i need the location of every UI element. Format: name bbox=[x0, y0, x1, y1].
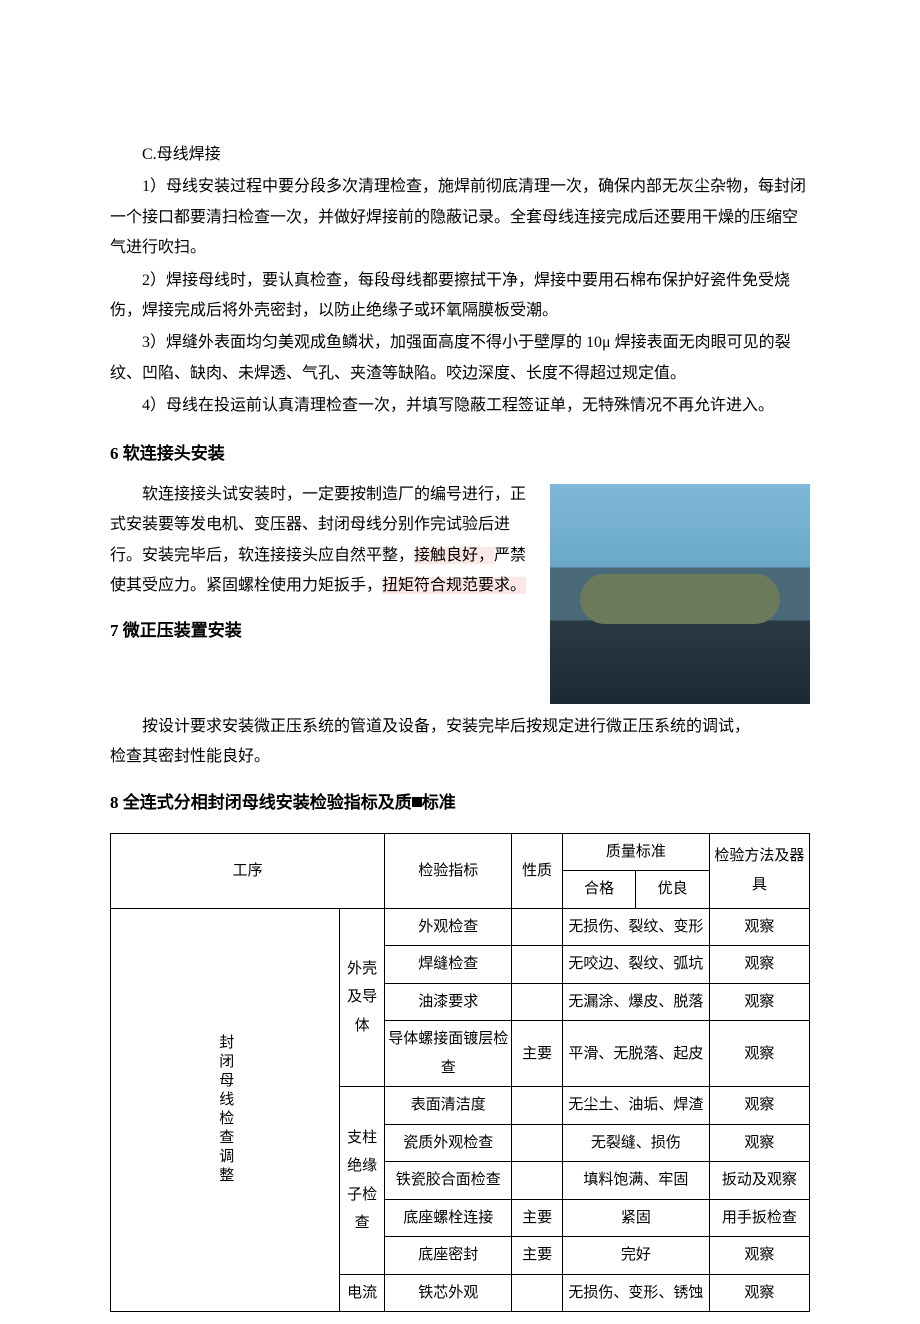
cell-std: 无漏涂、爆皮、脱落 bbox=[562, 983, 709, 1021]
th-nature: 性质 bbox=[512, 833, 563, 908]
s6-hl1: 接触良好， bbox=[414, 547, 494, 564]
subsection-c-title: C.母线焊接 bbox=[110, 140, 810, 170]
cell-std: 无裂缝、损伤 bbox=[562, 1124, 709, 1162]
cell-nature: 主要 bbox=[512, 1021, 563, 1087]
group-label: 封闭母线检查调整 bbox=[111, 908, 340, 1312]
table-header-row-1: 工序 检验指标 性质 质量标准 检验方法及器具 bbox=[111, 833, 810, 871]
installation-photo bbox=[550, 484, 810, 704]
cell-method: 观察 bbox=[709, 1237, 809, 1275]
cell-method: 观察 bbox=[709, 1124, 809, 1162]
cell-nature bbox=[512, 946, 563, 984]
cell-nature bbox=[512, 908, 563, 946]
section-6-heading: 6 软连接头安装 bbox=[110, 438, 810, 470]
th-indicator: 检验指标 bbox=[385, 833, 512, 908]
th-method: 检验方法及器具 bbox=[709, 833, 809, 908]
cell-method: 观察 bbox=[709, 908, 809, 946]
cell-item: 底座密封 bbox=[385, 1237, 512, 1275]
cell-nature bbox=[512, 1124, 563, 1162]
cell-item: 焊缝检查 bbox=[385, 946, 512, 984]
cell-method: 用手扳检查 bbox=[709, 1199, 809, 1237]
section-7-body: 按设计要求安装微正压系统的管道及设备，安装完毕后按规定进行微正压系统的调试，检查… bbox=[110, 712, 810, 773]
cell-std: 填料饱满、牢固 bbox=[562, 1162, 709, 1200]
cell-std: 无损伤、变形、锈蚀 bbox=[562, 1274, 709, 1312]
th-standard: 质量标准 bbox=[562, 833, 709, 871]
paragraph-1: 1）母线安装过程中要分段多次清理检查，施焊前彻底清理一次，确保内部无灰尘杂物，每… bbox=[110, 172, 810, 263]
section-8-heading: 8 全连式分相封闭母线安装检验指标及质标准 bbox=[110, 787, 810, 819]
cell-item: 油漆要求 bbox=[385, 983, 512, 1021]
cell-nature: 主要 bbox=[512, 1199, 563, 1237]
cell-method: 观察 bbox=[709, 946, 809, 984]
s8-heading-a: 8 全连式分相封闭母线安装检验指标及质 bbox=[110, 793, 412, 812]
cell-std: 无尘土、油垢、焊渣 bbox=[562, 1087, 709, 1125]
cell-nature bbox=[512, 1087, 563, 1125]
cell-method: 观察 bbox=[709, 983, 809, 1021]
paragraph-4a: 4）母线在投运前认真清理检查一次，并填写隐蔽工程签证单， bbox=[142, 397, 582, 414]
paragraph-3: 3）焊缝外表面均匀美观成鱼鳞状，加强面高度不得小于壁厚的 10μ 焊接表面无肉眼… bbox=[110, 328, 810, 389]
subgroup-3: 电流 bbox=[340, 1274, 385, 1312]
cell-nature bbox=[512, 1274, 563, 1312]
inspection-table: 工序 检验指标 性质 质量标准 检验方法及器具 合格 优良 封闭母线检查调整 外… bbox=[110, 833, 810, 1313]
th-pass: 合格 bbox=[562, 871, 635, 909]
cell-std: 平滑、无脱落、起皮 bbox=[562, 1021, 709, 1087]
th-process: 工序 bbox=[111, 833, 385, 908]
paragraph-4: 4）母线在投运前认真清理检查一次，并填写隐蔽工程签证单，无特殊情况不再允许进入。 bbox=[110, 391, 810, 421]
cell-item: 底座螺栓连接 bbox=[385, 1199, 512, 1237]
cell-method: 观察 bbox=[709, 1087, 809, 1125]
cell-nature bbox=[512, 983, 563, 1021]
paragraph-4b: 无特殊情况不再允许进入。 bbox=[582, 397, 774, 414]
cell-std: 无咬边、裂纹、弧坑 bbox=[562, 946, 709, 984]
cell-item: 瓷质外观检查 bbox=[385, 1124, 512, 1162]
s8-heading-b: 标准 bbox=[422, 793, 456, 812]
cell-nature bbox=[512, 1162, 563, 1200]
cell-method: 观察 bbox=[709, 1274, 809, 1312]
table-row: 封闭母线检查调整 外壳及导体 外观检查 无损伤、裂纹、变形 观察 bbox=[111, 908, 810, 946]
subgroup-1: 外壳及导体 bbox=[340, 908, 385, 1087]
cell-item: 铁芯外观 bbox=[385, 1274, 512, 1312]
cell-method: 观察 bbox=[709, 1021, 809, 1087]
cell-std: 完好 bbox=[562, 1237, 709, 1275]
cell-item: 表面清洁度 bbox=[385, 1087, 512, 1125]
square-icon bbox=[412, 797, 422, 807]
cell-std: 无损伤、裂纹、变形 bbox=[562, 908, 709, 946]
cell-item: 铁瓷胶合面检查 bbox=[385, 1162, 512, 1200]
cell-nature: 主要 bbox=[512, 1237, 563, 1275]
cell-item: 外观检查 bbox=[385, 908, 512, 946]
subgroup-2: 支柱绝缘子检查 bbox=[340, 1087, 385, 1275]
cell-method: 扳动及观察 bbox=[709, 1162, 809, 1200]
paragraph-2: 2）焊接母线时，要认真检查，每段母线都要擦拭干净，焊接中要用石棉布保护好瓷件免受… bbox=[110, 266, 810, 327]
cell-item: 导体螺接面镀层检查 bbox=[385, 1021, 512, 1087]
s6-hl2: 扭矩符合规范要求。 bbox=[382, 577, 526, 594]
cell-std: 紧固 bbox=[562, 1199, 709, 1237]
th-good: 优良 bbox=[636, 871, 709, 909]
